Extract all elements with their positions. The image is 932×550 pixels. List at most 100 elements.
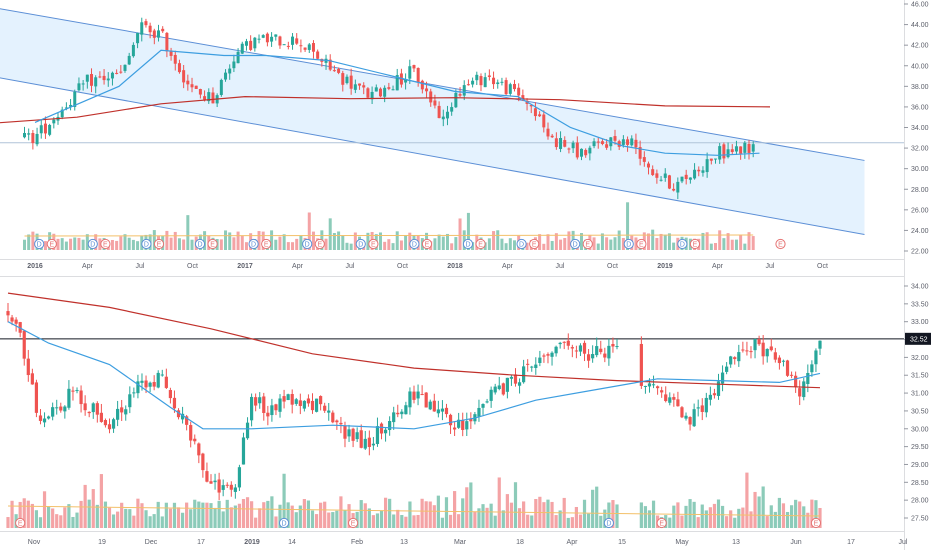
volume-bar [404,235,408,250]
bottom-candle [810,364,814,373]
bottom-candle [538,357,542,364]
bottom-candle [493,386,497,393]
top-candle [458,94,462,96]
bottom-candle [461,420,465,430]
volume-bar [404,516,408,528]
volume-bar [213,507,217,528]
y-tick-label: 36.00 [911,104,929,111]
volume-bar [327,512,331,528]
top-candle [194,85,198,89]
top-candle [492,77,496,85]
volume-bar [47,506,51,528]
bottom-candle [201,453,205,471]
volume-bar [567,231,571,250]
bottom-candle [262,396,266,413]
volume-bar [71,516,75,528]
volume-bar [741,507,745,528]
volume-bar [424,501,428,528]
bottom-candle [103,420,108,426]
bottom-candle [375,426,380,445]
volume-bar [257,231,261,250]
bottom-candle [87,411,91,414]
volume-bar [611,500,615,528]
bottom-time-axis[interactable]: Nov 19 Dec 17 2019 14 Feb 13 Mar 18 Apr 15 May 13 Jun 1… [28,539,908,546]
volume-bar [282,234,286,250]
y-tick-label: 24.00 [911,228,929,235]
top-candle [198,89,202,95]
earnings-marker [775,238,786,250]
volume-bar [704,510,708,528]
top-candle [169,50,173,56]
x-tick-label: 17 [197,539,205,546]
bottom-candle [392,412,396,423]
volume-bar [119,236,123,250]
top-candle [387,87,391,89]
volume-bar [63,507,67,528]
volume-bar [64,241,68,250]
volume-bar [725,516,729,528]
volume-bar [38,517,43,528]
top-time-axis[interactable]: 2016 Apr Jul Oct 2017 Apr Jul Oct 2018 Apr Jul Oct 2… [27,263,828,270]
volume-bar [458,218,462,250]
bottom-candle [294,399,298,404]
earnings-marker-label: E [317,242,322,249]
y-tick-label: 42.00 [911,43,929,50]
bottom-candle [306,398,311,404]
top-candle [307,44,311,50]
top-candle [739,146,743,154]
bottom-candle [379,423,384,434]
volume-bar [428,501,432,528]
bottom-candle [737,352,741,362]
y-tick-label: 34.00 [911,125,929,132]
volume-bar [205,502,209,528]
top-candle [286,45,290,47]
volume-bar [136,498,140,528]
bottom-price-axis[interactable]: 34.0033.5033.0032.5032.0031.5031.0030.50… [904,284,931,523]
volume-bar [765,516,769,528]
bottom-candle [704,397,708,413]
bottom-candle [566,340,570,346]
volume-bar [753,491,757,528]
top-price-axis[interactable]: 46.00 44.00 42.00 40.00 38.00 36.00 34.00 32.00… [904,2,929,256]
volume-bar [722,238,726,250]
bottom-candle [367,437,371,447]
x-tick-label: Jul [346,263,355,270]
volume-bar [461,498,465,528]
top-candle [479,76,483,86]
last-price-tag [905,332,931,345]
bottom-candle [355,432,359,440]
volume-bar [651,229,655,250]
volume-bar [30,503,34,528]
bottom-candle [14,319,18,324]
bottom-candle [254,397,258,406]
volume-bar [453,491,457,528]
top-candle [705,159,709,173]
bottom-candle [343,425,347,439]
bottom-candle [144,380,148,388]
top-candle [270,36,274,42]
top-candle [378,88,382,97]
volume-bar [185,502,189,528]
bottom-candle [708,394,712,400]
top-candle [529,105,533,107]
x-tick-label: Mar [454,539,467,546]
top-candle [182,70,186,83]
bottom-candle [120,407,124,413]
volume-bar [747,232,751,250]
dividend-marker-label: D [626,242,631,249]
x-tick-label: 2017 [237,263,253,270]
earnings-marker-label: E [659,521,664,528]
top-candle [613,136,617,141]
top-candle [697,169,701,172]
bottom-candle [420,394,424,396]
volume-bar [244,242,248,250]
bottom-candle [63,406,67,412]
bottom-candle [530,366,534,368]
x-tick-label: 17 [847,539,855,546]
bottom-candle [457,419,461,428]
bottom-candle [408,391,412,408]
dividend-marker [462,238,474,250]
